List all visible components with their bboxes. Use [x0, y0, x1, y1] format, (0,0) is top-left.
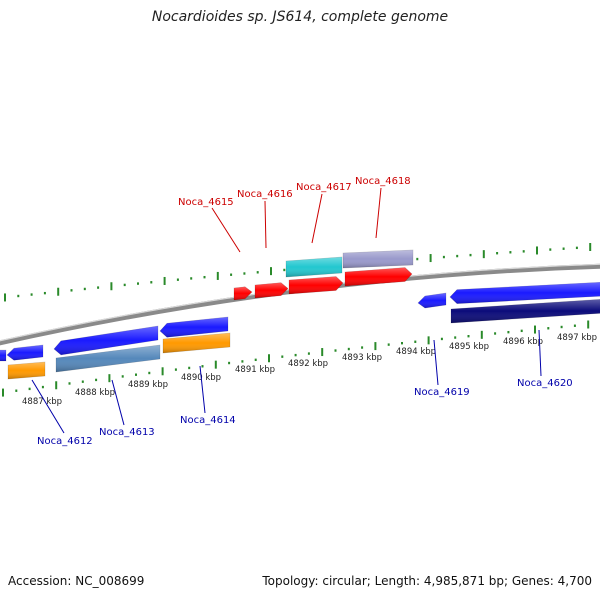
kbp-label: 4887 kbp	[22, 397, 62, 407]
leader-line	[264, 200, 267, 249]
genome-stats-text: Topology: circular; Length: 4,985,871 bp…	[262, 574, 592, 588]
leader-line	[311, 193, 323, 244]
gene-label: Noca_4617	[296, 182, 352, 193]
leader-line	[538, 329, 542, 377]
gene-reverse-edge	[0, 349, 7, 362]
kbp-label: 4889 kbp	[128, 380, 168, 390]
gene-noca-4618	[344, 267, 413, 287]
kbp-label: 4892 kbp	[288, 359, 328, 369]
block-noca-4618	[342, 249, 414, 269]
leader-line	[199, 365, 206, 414]
gene-label: Noca_4619	[414, 387, 470, 398]
kbp-label: 4888 kbp	[75, 388, 115, 398]
map-title: Nocardioides sp. JS614, complete genome	[151, 9, 449, 25]
block-noca-4612	[7, 361, 46, 380]
gene-noca-4616	[254, 282, 289, 299]
gene-noca-4615	[233, 286, 253, 301]
label-leaders	[31, 187, 542, 434]
gene-label: Noca_4614	[180, 415, 236, 426]
kbp-label: 4893 kbp	[342, 353, 382, 363]
gene-label: Noca_4616	[237, 189, 293, 200]
leader-line	[433, 339, 439, 386]
gene-noca-4617	[288, 276, 344, 295]
tick-track-bottom	[2, 320, 590, 397]
gene-noca-4614	[159, 316, 229, 338]
block-noca-4620	[450, 299, 600, 324]
leader-line	[211, 207, 241, 253]
gene-noca-4620	[449, 281, 600, 304]
kbp-label: 4895 kbp	[449, 342, 489, 352]
kbp-label: 4897 kbp	[557, 333, 597, 343]
kbp-label: 4891 kbp	[235, 365, 275, 375]
gene-noca-4612	[6, 344, 44, 361]
accession-text: Accession: NC_008699	[8, 574, 145, 588]
gene-label: Noca_4612	[37, 436, 93, 447]
gene-label: Noca_4618	[355, 176, 411, 187]
leader-line	[111, 379, 125, 426]
kbp-label: 4894 kbp	[396, 347, 436, 357]
gene-label: Noca_4620	[517, 378, 573, 389]
leader-line	[375, 187, 382, 239]
block-noca-4613	[55, 344, 161, 373]
gene-features	[0, 249, 600, 380]
gene-noca-4613	[53, 325, 159, 356]
gene-label: Noca_4615	[178, 197, 234, 208]
leader-line	[31, 379, 65, 434]
kbp-label: 4896 kbp	[503, 337, 543, 347]
block-noca-4614	[162, 332, 231, 354]
block-noca-4617	[285, 256, 343, 278]
gene-noca-4619	[417, 292, 447, 309]
gene-label: Noca_4613	[99, 427, 155, 438]
